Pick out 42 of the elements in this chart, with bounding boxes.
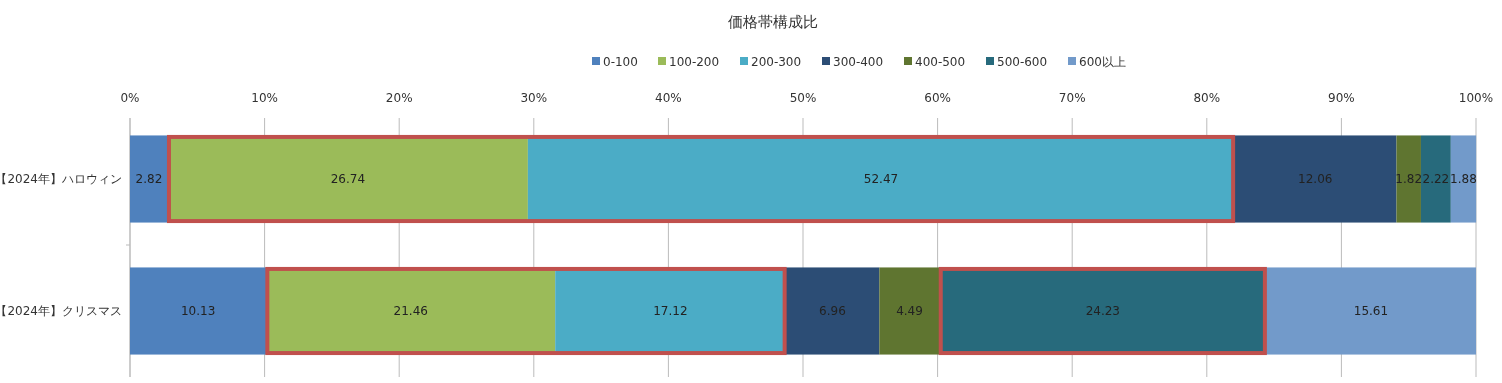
- y-tick-label: 【2024年】ハロウィン: [0, 172, 122, 186]
- x-tick-label: 80%: [1193, 91, 1221, 105]
- data-label: 2.22: [1422, 172, 1450, 186]
- legend-label: 0-100: [603, 55, 638, 69]
- legend-label: 400-500: [915, 55, 966, 69]
- data-label: 17.12: [653, 304, 688, 318]
- bar: [1234, 135, 1397, 223]
- x-tick-label: 30%: [520, 91, 548, 105]
- data-label: 15.61: [1353, 304, 1389, 318]
- data-label: 26.74: [330, 172, 366, 186]
- data-label: 2.82: [135, 172, 163, 186]
- bar: [1450, 135, 1477, 223]
- x-tick-label: 0%: [120, 91, 140, 105]
- legend-label: 200-300: [751, 55, 802, 69]
- x-tick-label: 70%: [1058, 91, 1086, 105]
- legend-label: 600以上: [1079, 55, 1126, 69]
- legend-label: 500-600: [997, 55, 1048, 69]
- data-label: 10.13: [181, 304, 216, 318]
- bar: [130, 135, 168, 223]
- x-tick-label: 40%: [655, 91, 682, 105]
- bar: [1265, 267, 1476, 355]
- bar: [785, 267, 880, 355]
- y-tick-label: 【2024年】クリスマス: [0, 304, 122, 318]
- bar: [879, 267, 940, 355]
- data-label: 1.88: [1450, 172, 1477, 186]
- data-label: 21.46: [393, 304, 428, 318]
- bar: [130, 267, 267, 355]
- x-tick-label: 10%: [251, 91, 278, 105]
- x-tick-label: 100%: [1458, 91, 1494, 105]
- x-tick-label: 20%: [385, 91, 413, 105]
- x-tick-label: 50%: [789, 91, 817, 105]
- legend-label: 100-200: [669, 55, 720, 69]
- data-label: 24.23: [1085, 304, 1120, 318]
- chart-title: 価格帯構成比: [728, 13, 818, 31]
- data-label: 6.96: [819, 304, 846, 318]
- x-tick-label: 90%: [1328, 91, 1355, 105]
- bar: [1420, 135, 1451, 223]
- data-label: 4.49: [896, 304, 923, 318]
- legend-label: 300-400: [833, 55, 884, 69]
- data-label: 52.47: [863, 172, 899, 186]
- data-label: 12.06: [1298, 172, 1333, 186]
- x-tick-label: 60%: [924, 91, 951, 105]
